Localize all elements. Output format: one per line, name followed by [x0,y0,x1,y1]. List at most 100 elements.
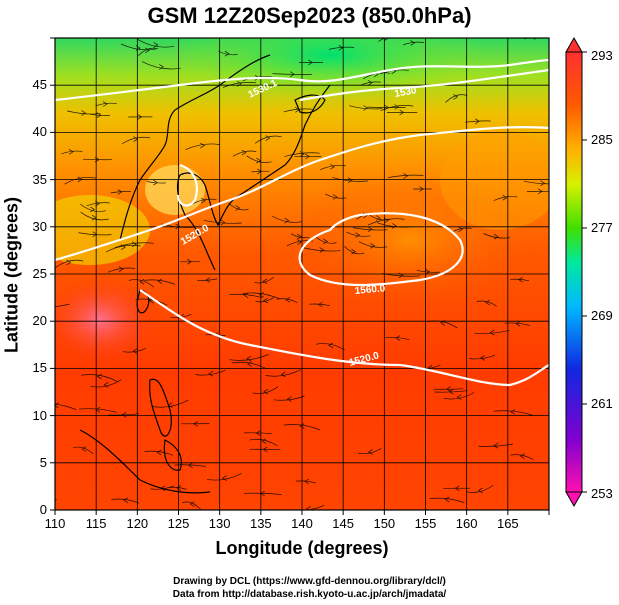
streamline-arrow [515,320,521,327]
streamline-arrow [351,248,357,255]
colorbar-tick-label: 293 [591,48,613,63]
streamline [349,105,383,110]
streamline-arrow [540,180,546,186]
streamline-arrow [410,40,416,46]
streamline-arrow [265,135,271,141]
streamline-arrow [286,396,292,402]
streamline-arrow [367,80,373,86]
streamline-arrow [189,501,195,507]
streamline [108,413,140,416]
streamline-arrow [132,348,138,354]
streamline [55,498,57,501]
x-tick-label: 155 [414,516,437,531]
x-tick-label: 165 [496,516,519,531]
streamline-arrow [92,231,98,237]
streamline-arrow [537,188,543,195]
y-tick-label: 5 [39,454,47,470]
streamline [79,203,106,212]
streamline-arrow [395,335,401,341]
x-tick-label: 125 [167,516,190,531]
streamline-arrow [285,297,291,303]
y-tick-label: 10 [32,407,47,423]
streamline [493,410,533,416]
y-tick-label: 45 [32,77,47,93]
streamline-arrow [145,47,150,54]
streamline-arrow [120,244,126,250]
contour-label-upper-right: 1530 [394,85,418,100]
streamline [251,170,270,173]
streamline-arrow [493,442,499,449]
streamline-arrow [102,101,108,107]
y-tick-label: 25 [32,266,47,281]
streamline-arrow [258,292,264,298]
streamline-arrow [475,118,480,125]
streamline-arrow [425,268,431,275]
streamline-arrow [261,438,267,444]
streamline-arrow [187,258,192,265]
colorbar [565,36,587,508]
colorbar-tick-label: 277 [591,220,613,235]
streamline-arrow [370,243,376,249]
streamline [523,180,549,185]
streamline-arrow [383,217,389,224]
x-tick-label: 110 [44,516,66,531]
streamline-arrow [131,241,137,247]
streamline-arrow [188,462,193,469]
chart-title: GSM 12Z20Sep2023 (850.0hPa) [147,3,472,28]
y-tick-label: 35 [32,171,47,187]
streamline-arrow [241,149,247,156]
streamline [243,492,282,495]
streamline [128,279,155,288]
streamline-arrow [263,297,268,304]
streamline-arrow [444,496,450,503]
streamline-arrow [299,151,305,157]
streamline-arrow [427,364,433,371]
streamline-arrow [201,197,206,204]
streamline-arrow [332,194,338,200]
streamline-arrow [137,114,143,120]
streamline-arrow [317,301,323,308]
streamline-arrow [297,233,302,240]
streamline-arrow [243,292,249,299]
streamline-arrow [121,411,127,418]
streamline-arrow [330,163,335,170]
x-tick-label: 130 [208,516,231,531]
streamline-arrow [328,342,334,349]
streamline-arrow [485,299,490,306]
streamline [203,219,242,224]
streamline-arrow [220,219,226,226]
colorbar-tick-label: 261 [591,396,613,411]
streamline-arrow [510,409,516,415]
streamline-arrow [118,266,124,272]
streamline-arrow [153,179,158,186]
streamline-arrow [39,495,43,500]
streamline-arrow [81,446,87,452]
streamline-arrow [323,238,328,245]
streamline [478,443,513,447]
streamline-arrow [480,355,485,361]
y-tick-label: 20 [32,313,47,329]
streamline [67,110,101,115]
streamline-arrow [66,259,72,266]
streamline [344,245,365,255]
streamline-arrow [305,153,310,160]
streamline-arrow [375,215,381,221]
streamline [254,135,282,144]
streamline [434,390,468,393]
y-axis-label: Latitude (degrees) [1,196,22,354]
streamline-arrow [399,109,405,116]
credit-line-2: Data from http://database.rish.kyoto-u.a… [172,589,447,600]
streamline-arrow [355,232,361,238]
streamline-arrow [403,173,409,179]
streamline-arrow [156,449,162,456]
streamline [228,202,249,211]
colorbar-tick-label: 253 [591,486,613,501]
streamline-arrow [262,278,268,285]
streamline-arrow [97,373,102,380]
streamline-arrow [519,453,525,459]
streamline-arrow [518,276,523,283]
streamline-arrow [55,402,59,409]
streamline-arrow [456,394,462,400]
streamline-arrow [263,388,269,395]
streamline-arrow [458,226,464,233]
